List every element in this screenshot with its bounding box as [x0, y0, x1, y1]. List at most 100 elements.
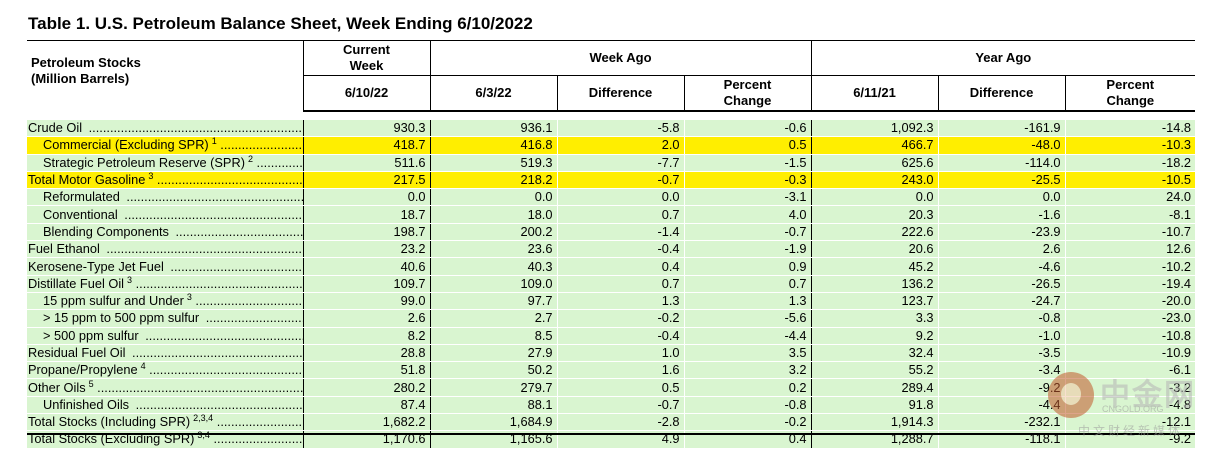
stub-header: Petroleum Stocks (Million Barrels)	[27, 40, 303, 111]
watermark: 中金网 CNGOLD.ORG 中文财经新媒体	[1048, 372, 1208, 442]
year-ago-value-cell: 55.2	[810, 361, 939, 380]
current-week-cell: 930.3	[302, 120, 430, 138]
row-label-cell: Propane/Propylene 4 .....................…	[27, 361, 303, 380]
leader-dots: ........................................…	[132, 345, 303, 360]
row-label: Total Motor Gasoline	[28, 172, 146, 188]
table-row: > 500 ppm sulfur .......................…	[27, 327, 1196, 345]
row-label: Conventional	[43, 206, 118, 222]
year-ago-header: Year Ago	[810, 40, 1196, 76]
table-row: Propane/Propylene 4 .....................…	[27, 361, 1196, 380]
week-ago-percent-cell: -0.6	[683, 120, 812, 138]
week-ago-value-cell: 109.0	[429, 275, 557, 293]
footnote-marker: 3	[127, 275, 133, 285]
row-label: Fuel Ethanol	[28, 241, 100, 257]
stub-header-line1: Petroleum Stocks	[31, 55, 141, 70]
percent-line1: Percent	[1106, 77, 1155, 92]
percent-line1: Percent	[723, 77, 772, 92]
leader-dots: ........................................…	[156, 172, 303, 188]
leader-dots: ........................................…	[175, 223, 303, 239]
balance-sheet-table: Petroleum Stocks (Million Barrels) Curre…	[27, 40, 1196, 449]
year-ago-value-cell: 45.2	[810, 257, 939, 276]
row-label: Unfinished Oils	[43, 396, 130, 412]
current-week-cell: 511.6	[302, 154, 430, 172]
year-ago-value-cell: 1,914.3	[810, 413, 939, 432]
week-ago-percent-cell: 0.5	[683, 136, 812, 155]
current-week-line2: Week	[349, 58, 384, 73]
current-week-cell: 280.2	[302, 378, 430, 397]
leader-dots: ........................................…	[126, 189, 303, 205]
current-week-cell: 418.7	[302, 136, 430, 155]
footnote-marker: 5	[88, 378, 94, 389]
year-ago-percent-header: Percent Change	[1064, 75, 1196, 112]
current-week-cell: 28.8	[302, 344, 430, 363]
table-body: Crude Oil ..............................…	[27, 111, 1196, 449]
row-label-cell: Crude Oil ..............................…	[27, 120, 303, 138]
year-ago-date: 6/11/21	[810, 75, 939, 112]
year-ago-percent-cell: 24.0	[1064, 188, 1196, 207]
table-row: Crude Oil ..............................…	[27, 120, 1196, 138]
week-ago-percent-cell: -1.9	[683, 240, 812, 259]
year-ago-value-cell: 9.2	[810, 327, 939, 345]
week-ago-value-cell: 519.3	[429, 154, 557, 172]
row-label-cell: > 500 ppm sulfur .......................…	[27, 327, 303, 345]
percent-line2: Change	[723, 93, 772, 108]
table-row: Conventional ...........................…	[27, 205, 1196, 224]
week-ago-difference-cell: -7.7	[556, 154, 684, 172]
week-ago-difference-cell: -1.4	[556, 223, 684, 242]
table-row: > 15 ppm to 500 ppm sulfur .............…	[27, 309, 1196, 328]
row-label-cell: Fuel Ethanol ...........................…	[27, 240, 303, 259]
leader-dots: ........................................…	[145, 327, 303, 343]
current-week-header: Current Week	[302, 40, 430, 76]
week-ago-difference-cell: -0.7	[556, 171, 684, 190]
row-label-cell: Unfinished Oils ........................…	[27, 396, 303, 415]
year-ago-value-cell: 3.3	[810, 309, 939, 328]
row-label-cell: Commercial (Excluding SPR) 1 ............…	[27, 136, 303, 155]
week-ago-percent-cell: 0.2	[683, 378, 812, 397]
row-label-cell: Other Oils 5 ............................…	[27, 378, 303, 397]
leader-dots: ........................................…	[170, 258, 303, 274]
watermark-logo-icon	[1048, 372, 1094, 418]
week-ago-difference-cell: 0.5	[556, 378, 684, 397]
year-ago-value-cell: 466.7	[810, 136, 939, 155]
year-ago-percent-cell: -14.8	[1064, 120, 1196, 138]
year-ago-percent-cell: -8.1	[1064, 205, 1196, 224]
row-label: Kerosene-Type Jet Fuel	[28, 258, 164, 274]
row-label: Total Stocks (Including SPR)	[28, 414, 191, 430]
week-ago-value-cell: 1,684.9	[429, 413, 557, 432]
leader-dots: ........................................…	[97, 379, 303, 395]
year-ago-percent-cell: -10.8	[1064, 327, 1196, 345]
year-ago-percent-cell: -18.2	[1064, 154, 1196, 172]
week-ago-difference-cell: 1.0	[556, 344, 684, 363]
leader-dots: ........................................…	[256, 154, 303, 170]
row-label: 15 ppm sulfur and Under	[43, 293, 184, 309]
week-ago-difference-cell: -0.2	[556, 309, 684, 328]
year-ago-percent-cell: -19.4	[1064, 275, 1196, 293]
year-ago-value-cell: 136.2	[810, 275, 939, 293]
week-ago-value-cell: 27.9	[429, 344, 557, 363]
year-ago-value-cell: 32.4	[810, 344, 939, 363]
week-ago-value-cell: 200.2	[429, 223, 557, 242]
row-label-cell: > 15 ppm to 500 ppm sulfur .............…	[27, 309, 303, 328]
year-ago-difference-cell: -4.6	[937, 257, 1066, 276]
row-label-cell: Strategic Petroleum Reserve (SPR) 2 .....…	[27, 154, 303, 172]
current-week-cell: 0.0	[302, 188, 430, 207]
week-ago-value-cell: 40.3	[429, 257, 557, 276]
week-ago-difference-cell: -2.8	[556, 413, 684, 432]
year-ago-percent-cell: 12.6	[1064, 240, 1196, 259]
year-ago-percent-cell: -23.0	[1064, 309, 1196, 328]
year-ago-difference-header: Difference	[937, 75, 1066, 112]
year-ago-difference-cell: -26.5	[937, 275, 1066, 293]
table-row: Reformulated ...........................…	[27, 188, 1196, 207]
percent-line2: Change	[1106, 93, 1155, 108]
leader-dots: ........................................…	[205, 310, 303, 326]
week-ago-difference-header: Difference	[556, 75, 684, 112]
week-ago-percent-cell: 3.2	[683, 361, 812, 380]
week-ago-value-cell: 2.7	[429, 309, 557, 328]
row-label: Commercial (Excluding SPR)	[43, 137, 209, 153]
table-row: Commercial (Excluding SPR) 1 ............…	[27, 136, 1196, 155]
table-row: Residual Fuel Oil ......................…	[27, 344, 1196, 363]
year-ago-difference-cell: -24.7	[937, 292, 1066, 311]
current-week-cell: 87.4	[302, 396, 430, 415]
row-label: Reformulated	[43, 189, 120, 205]
week-ago-value-cell: 18.0	[429, 205, 557, 224]
